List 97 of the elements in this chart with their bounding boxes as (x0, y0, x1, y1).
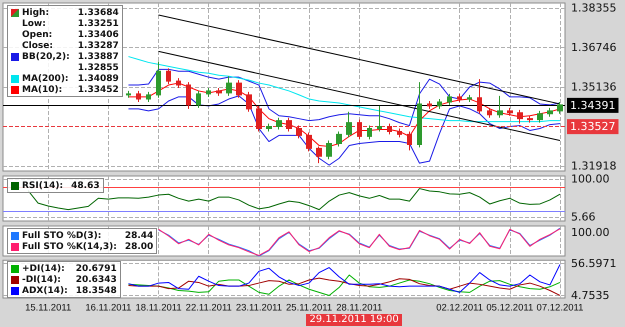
x-tick-label: 02.12.2011 (436, 302, 484, 314)
candlestick (557, 101, 563, 114)
x-tick-label: 22.11.2011 (186, 302, 232, 314)
legend-label: Full STO %K(14,3): (22, 242, 118, 252)
legend-label: MA(10): (22, 84, 64, 94)
ref-line-label: 1.33527 (570, 120, 616, 134)
line-series (128, 264, 560, 293)
legend-label: +DI(14): (22, 264, 66, 274)
candlestick (326, 140, 332, 160)
candlestick (387, 123, 392, 135)
legend-label: Full STO %D(3): (22, 230, 102, 240)
candlestick (477, 78, 482, 114)
x-tick-label: 23.11.2011 (236, 302, 282, 314)
legend-label: BB(20,2): (22, 52, 71, 62)
candlestick (136, 90, 141, 102)
candlestick (156, 60, 161, 98)
legend-label: MA(200): (22, 74, 70, 84)
text: 29.11.2011 19:00 (306, 314, 402, 326)
x-tick-label: 05.12.2011 (486, 302, 534, 314)
y-tick-label: 100.00 (571, 172, 610, 186)
candlestick (126, 90, 131, 98)
annotation: 1.33287 (78, 40, 119, 50)
candlestick (306, 132, 312, 152)
candlestick (547, 107, 553, 118)
legend-label: -DI(14): (22, 274, 62, 284)
y-tick-label: 1.38355 (571, 2, 616, 15)
annotation: 1.33406 (78, 30, 119, 40)
candlestick (517, 109, 523, 124)
annotation: 18.3548 (76, 286, 117, 296)
ref-line-label: 1.34391 (570, 98, 616, 112)
candlestick (346, 111, 352, 138)
candlestick (507, 107, 513, 116)
annotation: Close: (22, 40, 54, 50)
candlestick (226, 76, 232, 96)
candlestick (397, 128, 402, 138)
annotation: 28.44 (124, 230, 154, 240)
x-tick-label: 15.11.2011 (25, 302, 72, 314)
annotation: High: (22, 8, 50, 18)
line-series (128, 56, 560, 122)
candlestick (487, 107, 492, 118)
candlestick (357, 119, 362, 140)
line-series (128, 95, 560, 166)
candlestick (407, 130, 412, 151)
x-tick-label: 18.11.2011 (135, 302, 182, 314)
candlestick (527, 115, 533, 124)
y-tick-label: 56.5971 (571, 257, 616, 270)
line-series (28, 188, 560, 210)
candlestick (236, 80, 242, 98)
y-tick-label: 5.66 (571, 210, 596, 224)
candlestick (256, 105, 262, 132)
candlestick (166, 68, 171, 85)
annotation: 1.33684 (78, 8, 119, 18)
candlestick (537, 110, 543, 124)
annotation: Open: (22, 30, 54, 40)
legend-label: ADX(14): (22, 286, 69, 296)
annotation: 1.34089 (78, 74, 119, 84)
line-series (128, 68, 560, 126)
candlestick (296, 125, 302, 139)
candlestick (196, 90, 201, 108)
candlestick (437, 98, 442, 110)
candlestick (176, 78, 181, 88)
candlestick (367, 125, 372, 140)
candlestick (266, 123, 272, 132)
annotation: 28.00 (124, 242, 154, 252)
x-tick-label: 25.11.2011 (286, 302, 332, 314)
candlestick (417, 82, 422, 148)
x-tick-label: 28.11.2011 (336, 302, 382, 314)
candlestick (246, 91, 252, 112)
candlestick (336, 130, 342, 147)
candlestick (286, 117, 292, 132)
x-tick-label: 07.12.2011 (536, 302, 584, 314)
annotation: 1.32855 (78, 62, 119, 72)
legend-label: RSI(14): (22, 180, 64, 190)
annotation: 1.33452 (78, 84, 119, 94)
y-tick-label: 1.31918 (571, 160, 616, 173)
candlestick (186, 82, 191, 110)
y-tick-label: 1.36746 (571, 41, 616, 54)
candlestick (316, 146, 322, 164)
candlestick (146, 91, 151, 102)
y-tick-label: 1.35136 (571, 80, 616, 94)
candlestick (427, 100, 432, 110)
y-tick-label: 4.7535 (571, 289, 610, 302)
x-tick-label: 16.11.2011 (85, 302, 132, 314)
candlestick (457, 93, 462, 102)
candlestick (206, 87, 211, 98)
candlestick (216, 87, 222, 96)
candlestick (497, 95, 503, 118)
candlestick (377, 105, 382, 132)
candlestick (276, 117, 282, 130)
annotation: 48.63 (71, 180, 100, 190)
annotation: Low: (22, 18, 47, 28)
annotation: 1.33887 (78, 52, 119, 62)
annotation: 20.6343 (76, 274, 117, 284)
annotation: 1.33251 (78, 18, 119, 28)
annotation: 20.6791 (76, 264, 117, 274)
candlestick (467, 94, 472, 102)
candlestick (447, 93, 452, 106)
